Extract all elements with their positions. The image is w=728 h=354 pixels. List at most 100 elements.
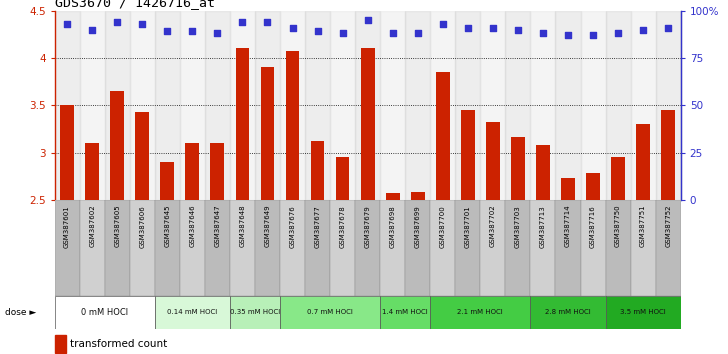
Bar xyxy=(606,200,630,296)
Bar xyxy=(411,193,424,200)
Text: 2.8 mM HOCl: 2.8 mM HOCl xyxy=(545,309,591,315)
Bar xyxy=(380,11,405,200)
Text: GSM387606: GSM387606 xyxy=(139,205,146,247)
Bar xyxy=(105,11,130,200)
Bar xyxy=(405,11,430,200)
Point xyxy=(512,27,523,32)
Text: GSM387716: GSM387716 xyxy=(590,205,596,247)
Bar xyxy=(531,11,555,200)
Point xyxy=(61,21,73,27)
Bar xyxy=(531,200,555,296)
Text: transformed count: transformed count xyxy=(71,339,167,349)
Bar xyxy=(336,158,349,200)
Text: GSM387605: GSM387605 xyxy=(114,205,120,247)
Text: 3.5 mM HOCl: 3.5 mM HOCl xyxy=(620,309,666,315)
Point xyxy=(587,33,599,38)
Bar xyxy=(380,200,405,296)
Bar xyxy=(280,296,380,329)
Bar xyxy=(111,91,124,200)
Bar xyxy=(586,172,600,200)
Bar xyxy=(160,162,174,200)
Text: GSM387702: GSM387702 xyxy=(490,205,496,247)
Point xyxy=(387,30,398,36)
Bar xyxy=(210,143,224,200)
Text: GSM387752: GSM387752 xyxy=(665,205,671,247)
Text: GSM387648: GSM387648 xyxy=(240,205,245,247)
Bar xyxy=(55,335,66,353)
Text: 0.7 mM HOCl: 0.7 mM HOCl xyxy=(307,309,353,315)
Bar xyxy=(505,200,531,296)
Bar xyxy=(205,200,230,296)
Bar xyxy=(230,200,255,296)
Point xyxy=(537,30,549,36)
Point xyxy=(261,19,273,25)
Bar xyxy=(130,11,155,200)
Bar xyxy=(486,122,499,200)
Point xyxy=(237,19,248,25)
Bar xyxy=(236,48,249,200)
Point xyxy=(462,25,474,30)
Bar xyxy=(405,200,430,296)
Text: 0.35 mM HOCl: 0.35 mM HOCl xyxy=(230,309,280,315)
Bar xyxy=(230,296,280,329)
Bar xyxy=(311,141,325,200)
Text: GSM387601: GSM387601 xyxy=(64,205,70,247)
Bar xyxy=(130,200,155,296)
Point xyxy=(111,19,123,25)
Bar xyxy=(536,145,550,200)
Point xyxy=(212,30,223,36)
Point xyxy=(562,33,574,38)
Text: GSM387700: GSM387700 xyxy=(440,205,446,247)
Bar xyxy=(580,11,606,200)
Point xyxy=(186,29,198,34)
Bar xyxy=(511,137,525,200)
Bar xyxy=(280,11,305,200)
Bar xyxy=(630,200,656,296)
Bar xyxy=(380,296,430,329)
Bar xyxy=(480,200,505,296)
Bar xyxy=(561,178,575,200)
Bar xyxy=(285,51,299,200)
Bar xyxy=(505,11,531,200)
Text: GSM387678: GSM387678 xyxy=(339,205,346,247)
Bar xyxy=(180,11,205,200)
Bar xyxy=(355,200,380,296)
Bar xyxy=(436,72,450,200)
Bar xyxy=(305,11,330,200)
Bar xyxy=(480,11,505,200)
Bar xyxy=(230,11,255,200)
Text: GSM387602: GSM387602 xyxy=(89,205,95,247)
Bar xyxy=(461,110,475,200)
Bar xyxy=(555,200,580,296)
Bar xyxy=(455,11,480,200)
Bar xyxy=(612,158,625,200)
Bar xyxy=(606,11,630,200)
Point xyxy=(437,21,448,27)
Text: GSM387701: GSM387701 xyxy=(464,205,471,247)
Bar xyxy=(60,105,74,200)
Bar xyxy=(630,11,656,200)
Text: GSM387714: GSM387714 xyxy=(565,205,571,247)
Text: GSM387647: GSM387647 xyxy=(214,205,221,247)
Text: GSM387676: GSM387676 xyxy=(290,205,296,247)
Point xyxy=(287,25,298,30)
Text: GSM387679: GSM387679 xyxy=(365,205,371,247)
Bar xyxy=(180,200,205,296)
Bar xyxy=(155,11,180,200)
Point xyxy=(637,27,649,32)
Text: 1.4 mM HOCl: 1.4 mM HOCl xyxy=(382,309,428,315)
Bar xyxy=(205,11,230,200)
Text: GSM387713: GSM387713 xyxy=(540,205,546,247)
Text: GSM387649: GSM387649 xyxy=(264,205,271,247)
Bar xyxy=(255,11,280,200)
Bar xyxy=(79,200,105,296)
Text: GSM387751: GSM387751 xyxy=(640,205,646,247)
Text: 2.1 mM HOCl: 2.1 mM HOCl xyxy=(457,309,503,315)
Bar xyxy=(606,296,681,329)
Point xyxy=(136,21,148,27)
Bar xyxy=(186,143,199,200)
Text: GSM387750: GSM387750 xyxy=(615,205,621,247)
Text: GSM387703: GSM387703 xyxy=(515,205,521,247)
Bar xyxy=(280,200,305,296)
Bar xyxy=(661,110,675,200)
